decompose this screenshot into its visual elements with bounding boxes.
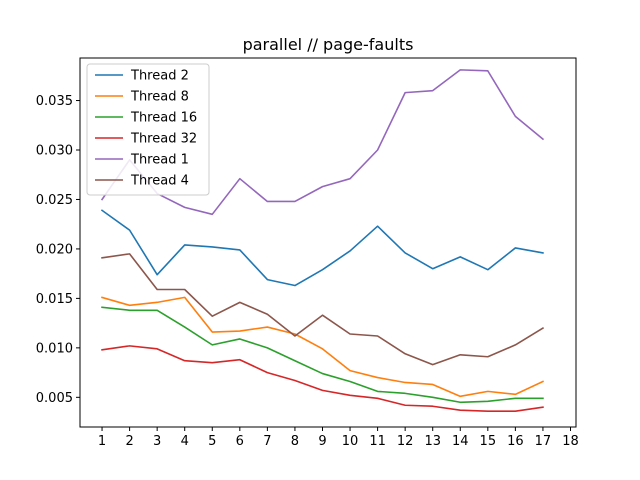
x-tick-label: 14	[452, 434, 469, 449]
y-tick-label: 0.035	[36, 94, 73, 109]
legend-label: Thread 2	[130, 69, 189, 84]
x-tick-label: 15	[480, 434, 497, 449]
legend-label: Thread 1	[130, 153, 189, 168]
x-tick-label: 11	[369, 434, 386, 449]
y-tick-label: 0.015	[36, 292, 73, 307]
series-line-thread-16	[101, 306, 544, 404]
x-tick-label: 9	[318, 434, 326, 449]
x-tick-label: 6	[236, 434, 244, 449]
legend-label: Thread 16	[130, 111, 197, 126]
x-tick-label: 18	[562, 434, 579, 449]
x-axis: 1 2 3 4 5 6 7 8 9 10 11 12 13 14 15 16 17 18	[98, 427, 579, 449]
x-tick-label: 4	[181, 434, 189, 449]
series-line-thread-2	[100, 209, 544, 287]
legend-label: Thread 32	[130, 132, 197, 147]
x-tick-label: 1	[98, 434, 106, 449]
legend-label: Thread 4	[130, 174, 189, 189]
chart-title: parallel // page-faults	[243, 35, 414, 54]
x-tick-label: 8	[291, 434, 299, 449]
y-tick-label: 0.010	[36, 341, 73, 356]
y-tick-label: 0.020	[36, 242, 73, 257]
plot-frame	[79, 57, 577, 428]
series-line-thread-32	[101, 345, 544, 412]
x-tick-label: 13	[424, 434, 441, 449]
series-line-thread-8	[101, 296, 544, 398]
series-line-thread-4	[101, 253, 545, 366]
x-tick-label: 5	[208, 434, 216, 449]
x-tick-label: 7	[263, 434, 271, 449]
series-line-thread-1	[100, 69, 545, 216]
x-tick-label: 2	[125, 434, 133, 449]
x-tick-label: 17	[535, 434, 552, 449]
y-tick-label: 0.030	[36, 144, 73, 159]
y-tick-label: 0.005	[36, 391, 73, 406]
legend-label: Thread 8	[130, 90, 189, 105]
y-axis: 0.005 0.010 0.015 0.020 0.025 0.030 0.035	[36, 94, 80, 406]
x-tick-label: 16	[507, 434, 524, 449]
x-tick-label: 3	[153, 434, 161, 449]
series-layer	[100, 69, 545, 412]
legend: Thread 2 Thread 8 Thread 16 Thread 32 Thread…	[86, 63, 210, 196]
x-tick-label: 10	[342, 434, 359, 449]
x-tick-label: 12	[397, 434, 414, 449]
y-tick-label: 0.025	[36, 193, 73, 208]
